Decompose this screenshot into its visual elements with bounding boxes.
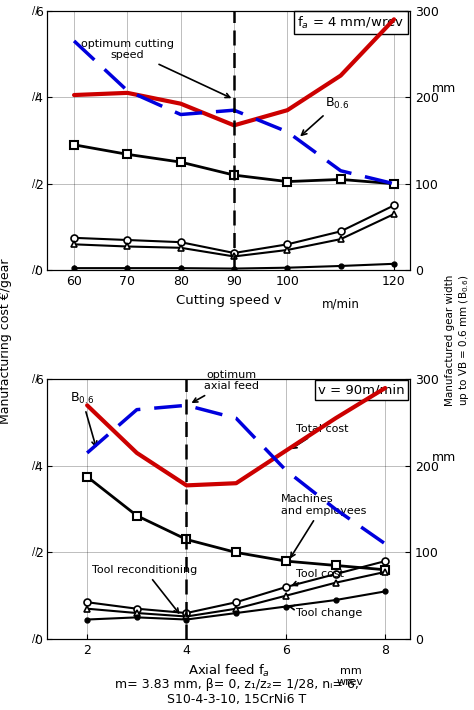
Text: //: //	[32, 547, 38, 557]
Text: v = 90m/min: v = 90m/min	[318, 383, 405, 396]
Text: optimum cutting
speed: optimum cutting speed	[81, 39, 230, 97]
Text: Machines
and employees: Machines and employees	[281, 494, 366, 557]
Text: Tool reconditioning: Tool reconditioning	[92, 564, 197, 613]
Text: m/min: m/min	[322, 297, 360, 310]
Text: //: //	[32, 6, 38, 16]
Text: //: //	[32, 374, 38, 384]
Text: mm: mm	[432, 451, 456, 464]
Text: //: //	[32, 461, 38, 471]
Text: //: //	[32, 634, 38, 644]
Text: //: //	[32, 92, 38, 102]
Text: B$_{0.6}$: B$_{0.6}$	[70, 391, 97, 447]
Text: optimum
axial feed: optimum axial feed	[193, 370, 259, 402]
Text: //: //	[32, 266, 38, 275]
Text: Manufactured gear width
up to VB = 0.6 mm (B$_{0.6}$): Manufactured gear width up to VB = 0.6 m…	[445, 275, 471, 407]
Text: B$_{0.6}$: B$_{0.6}$	[301, 96, 349, 135]
Text: Tool change: Tool change	[290, 606, 362, 618]
Text: f$_a$ = 4 mm/wrev: f$_a$ = 4 mm/wrev	[297, 14, 405, 31]
Text: Tool cost: Tool cost	[292, 569, 344, 586]
Text: Manufacturing cost €/gear: Manufacturing cost €/gear	[0, 258, 12, 424]
Text: mm
wrev: mm wrev	[337, 666, 364, 687]
X-axis label: Axial feed f$_a$: Axial feed f$_a$	[188, 662, 270, 679]
X-axis label: Cutting speed v: Cutting speed v	[176, 294, 282, 307]
Text: mm: mm	[432, 82, 456, 95]
Text: Total cost: Total cost	[292, 424, 348, 448]
Text: //: //	[32, 179, 38, 189]
Text: m= 3.83 mm, β= 0, z₁/z₂= 1/28, nᵢ= 6,
S10-4-3-10, 15CrNi6 T: m= 3.83 mm, β= 0, z₁/z₂= 1/28, nᵢ= 6, S1…	[115, 679, 359, 706]
